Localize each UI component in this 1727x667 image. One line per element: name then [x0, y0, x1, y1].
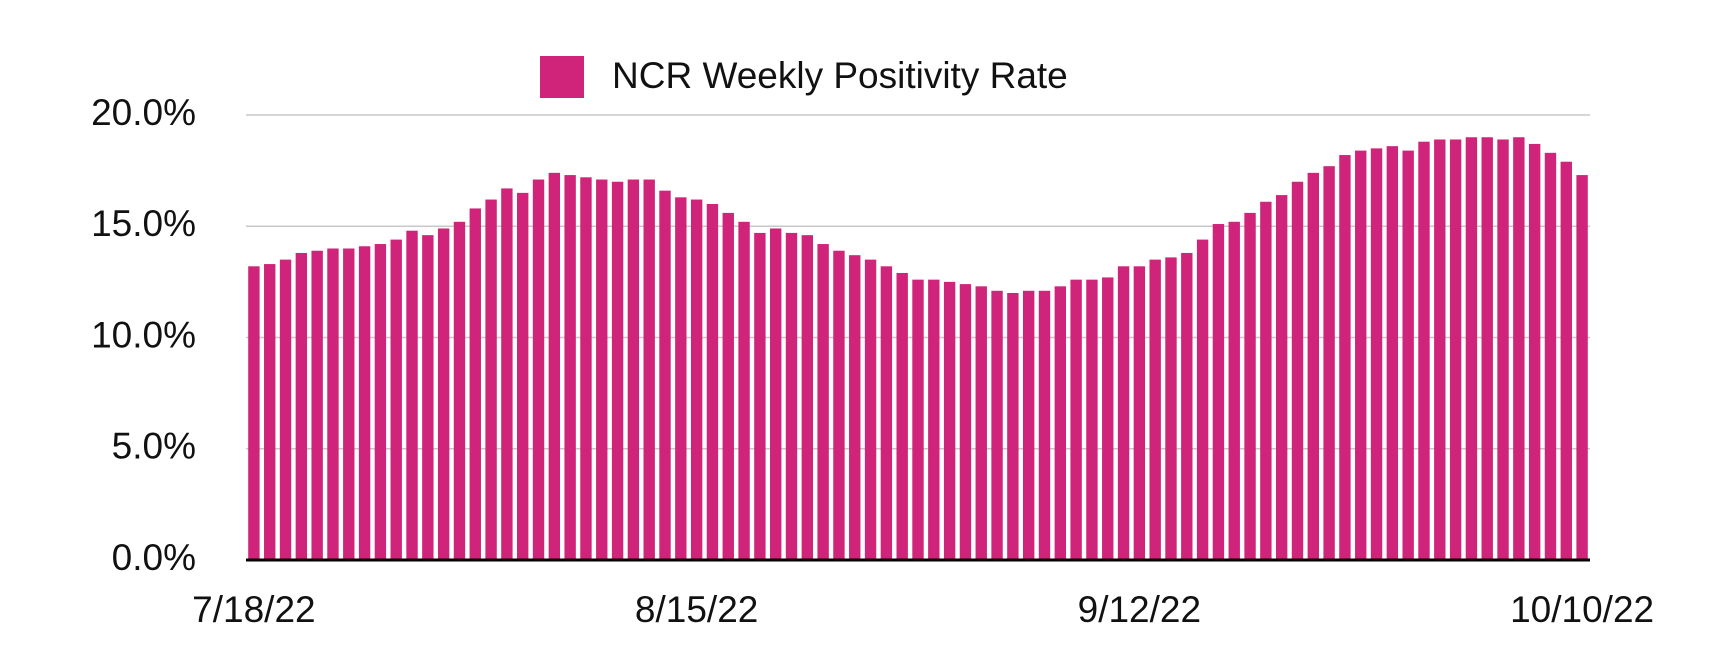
bar [1386, 146, 1399, 560]
legend-swatch [540, 56, 584, 98]
bar [864, 259, 877, 560]
bar [722, 212, 734, 560]
bar [564, 175, 576, 560]
bar [580, 177, 592, 561]
bar [1323, 166, 1335, 561]
bar [1418, 141, 1430, 560]
bar [1102, 277, 1114, 560]
x-tick-label: 10/10/22 [1510, 589, 1654, 630]
bar [517, 192, 529, 560]
bar [1275, 195, 1288, 560]
bar [754, 232, 766, 561]
bar [1370, 148, 1383, 560]
x-tick-label: 9/12/22 [1078, 589, 1201, 630]
y-tick-label: 0.0% [112, 537, 196, 578]
bar [975, 286, 987, 560]
bar [406, 230, 418, 560]
bar [1165, 257, 1177, 560]
bar [1513, 137, 1525, 560]
bar [1260, 201, 1272, 560]
bar [1086, 279, 1098, 560]
bar [1007, 293, 1019, 560]
bar [1022, 290, 1035, 560]
bar [1133, 266, 1146, 560]
bar [311, 250, 323, 560]
bar [849, 255, 861, 561]
bar [1544, 152, 1557, 560]
bar [896, 272, 908, 560]
bar [1497, 139, 1509, 560]
bar [1307, 172, 1319, 560]
bar [1481, 137, 1493, 560]
bar [1291, 181, 1304, 560]
bar [1339, 155, 1351, 561]
bar [817, 244, 829, 561]
y-tick-label: 10.0% [91, 314, 196, 355]
bar [453, 221, 466, 561]
bar [1434, 139, 1446, 560]
bar [1181, 252, 1193, 560]
x-tick-label: 7/18/22 [192, 589, 315, 630]
bar [675, 197, 687, 560]
bar [611, 181, 624, 560]
legend-label: NCR Weekly Positivity Rate [612, 55, 1068, 96]
bar [1449, 139, 1462, 560]
bar [374, 244, 387, 561]
bar [1576, 175, 1588, 560]
bar [801, 235, 814, 560]
bar [358, 246, 371, 560]
bar [279, 259, 292, 560]
bar [1228, 221, 1240, 561]
y-tick-label: 15.0% [91, 203, 196, 244]
bar [343, 248, 355, 560]
bar [596, 179, 608, 560]
bar [1402, 150, 1414, 560]
bar [991, 290, 1003, 560]
bar [1117, 266, 1130, 560]
bar [264, 264, 276, 560]
bar [295, 252, 308, 560]
bar [548, 172, 561, 560]
bar [833, 250, 845, 560]
bar [1196, 239, 1209, 560]
bar [785, 232, 798, 561]
bar [943, 281, 956, 560]
bar [1212, 224, 1225, 560]
bar [1244, 212, 1256, 560]
bar [1528, 143, 1541, 561]
bar [485, 199, 497, 561]
bar [437, 228, 450, 560]
bar [1054, 286, 1066, 560]
bar [659, 190, 671, 560]
bar [738, 221, 750, 561]
bar [928, 279, 940, 560]
x-tick-label: 8/15/22 [635, 589, 758, 630]
bar [959, 284, 972, 560]
bar [690, 199, 703, 561]
bar [501, 188, 513, 561]
bar [390, 239, 402, 560]
bar [1355, 150, 1367, 560]
y-tick-label: 20.0% [91, 92, 196, 133]
bar [532, 179, 545, 560]
bar [1149, 259, 1161, 560]
bar [248, 266, 260, 560]
bar [643, 179, 655, 560]
bar [1070, 279, 1082, 560]
bar [422, 235, 434, 560]
bar [880, 266, 893, 560]
bar [469, 208, 481, 560]
bar [706, 204, 719, 560]
bar [1038, 290, 1051, 560]
bar [1465, 137, 1478, 560]
bar [627, 179, 640, 560]
bar [770, 228, 782, 560]
bar [912, 279, 924, 560]
bar [1560, 161, 1572, 560]
bar [327, 248, 339, 560]
y-tick-label: 5.0% [112, 426, 196, 467]
